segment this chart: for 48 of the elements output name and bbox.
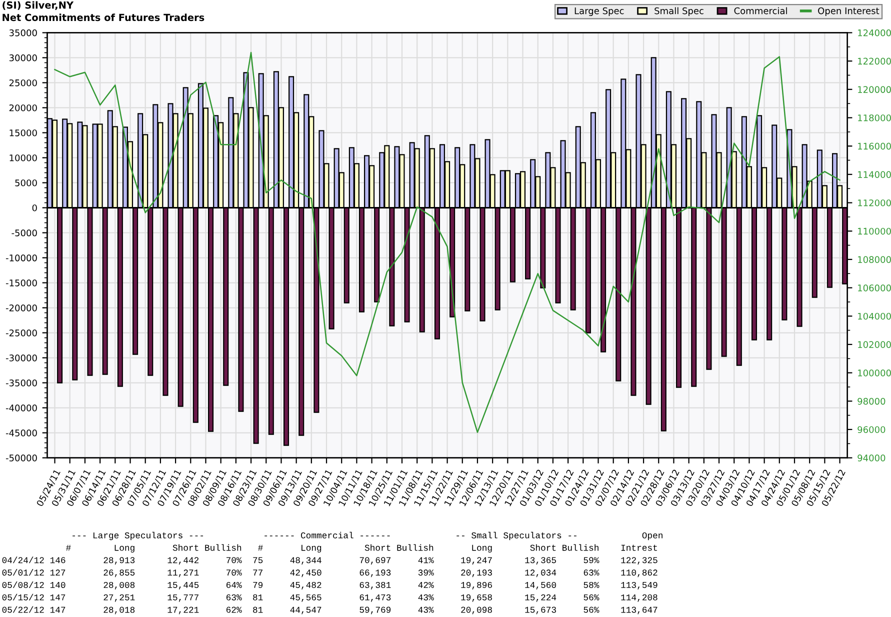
chart-title: (SI) Silver,NY — [2, 1, 74, 10]
text: 05/01/12 127 26,855 11,271 70% 77 42,450 66,193 39% 20,193 12,034 63% 110,862 — [2, 569, 658, 578]
text: 05/22/12 147 28,018 17,221 62% 81 44,547 59,769 43% 20,098 15,673 56% 113,647 — [2, 606, 658, 614]
y2-tick-label: 116000 — [858, 142, 891, 150]
text: --- Large Speculators --- ------ Commercial ------ -- Small Speculators -- Open — [72, 532, 662, 540]
y-tick-label: -40000 — [6, 404, 37, 412]
legend-label: Large Spec — [574, 7, 624, 16]
y2-tick-label: 114000 — [858, 171, 891, 178]
y2-tick-label: 110000 — [858, 228, 891, 235]
y2-tick-label: 120000 — [858, 86, 891, 93]
y2-tick-label: 100000 — [858, 370, 891, 376]
y-tick-label: 20000 — [9, 104, 37, 112]
y2-tick-label: 102000 — [858, 341, 891, 348]
y-tick-label: -45000 — [6, 430, 37, 436]
y-tick-label: 25000 — [9, 79, 37, 86]
y2-tick-label: 98000 — [858, 398, 886, 405]
y-tick-label: 30000 — [9, 54, 37, 62]
y-tick-label: -10000 — [6, 254, 37, 262]
y-tick-label: -25000 — [6, 330, 37, 336]
legend-label: Commercial — [734, 7, 787, 14]
line-series — [54, 52, 840, 433]
text: # Long Short Bullish # Long Short Bullish Long Short Bullish Intrest — [66, 544, 657, 553]
y-tick-label: -20000 — [6, 304, 37, 312]
text: 05/08/12 140 28,008 15,445 64% 79 45,482 63,381 42% 19,896 14,560 58% 113,549 — [2, 581, 658, 590]
y-tick-label: 5000 — [15, 179, 37, 186]
y2-tick-label: 94000 — [858, 454, 886, 462]
y-tick-label: 35000 — [9, 29, 37, 36]
y2-tick-label: 112000 — [858, 199, 891, 206]
chart-subtitle: Net Commitments of Futures Traders — [2, 14, 204, 22]
y2-tick-label: 104000 — [858, 312, 891, 320]
legend-label: Small Spec — [654, 7, 704, 16]
legend-label: Open Interest — [818, 7, 880, 16]
y2-tick-label: 124000 — [858, 29, 891, 36]
y-tick-label: -35000 — [6, 380, 37, 386]
y-tick-label: -30000 — [6, 354, 37, 362]
y-tick-label: 0 — [32, 204, 37, 212]
text: 04/24/12 146 28,913 12,442 70% 75 48,344 70,697 41% 19,247 13,365 59% 122,325 — [2, 556, 658, 565]
y-tick-label: -15000 — [6, 279, 37, 286]
y2-tick-label: 118000 — [858, 114, 891, 122]
y-tick-label: 15000 — [10, 129, 37, 136]
y2-tick-label: 96000 — [858, 426, 886, 434]
text: 05/15/12 147 27,251 15,777 63% 81 45,565 61,473 43% 19,658 15,224 56% 114,208 — [2, 594, 658, 602]
y-tick-label: -50000 — [6, 454, 37, 462]
y2-tick-label: 122000 — [858, 58, 891, 65]
y-tick-label: -5000 — [12, 229, 37, 236]
y-tick-label: 10000 — [10, 154, 37, 162]
y2-tick-label: 108000 — [858, 256, 891, 263]
y2-tick-label: 106000 — [858, 284, 891, 292]
